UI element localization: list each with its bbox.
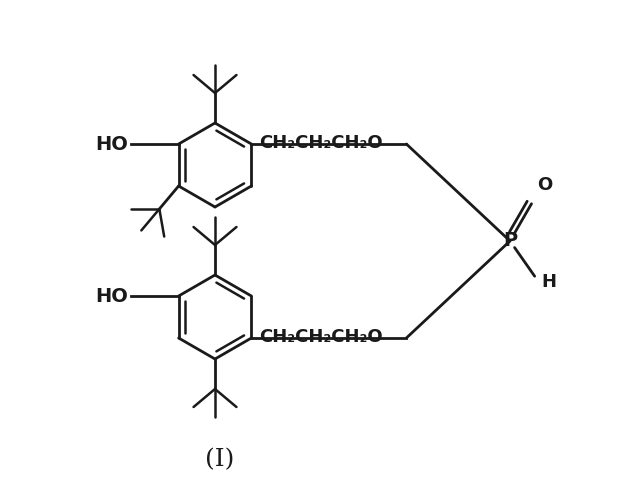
Text: HO: HO xyxy=(95,135,127,153)
Text: CH₂CH₂CH₂O: CH₂CH₂CH₂O xyxy=(259,328,383,346)
Text: O: O xyxy=(537,176,552,195)
Text: (I): (I) xyxy=(205,448,235,472)
Text: CH₂CH₂CH₂O: CH₂CH₂CH₂O xyxy=(259,134,383,152)
Text: P: P xyxy=(503,232,517,250)
Text: HO: HO xyxy=(95,287,127,305)
Text: H: H xyxy=(541,273,557,292)
